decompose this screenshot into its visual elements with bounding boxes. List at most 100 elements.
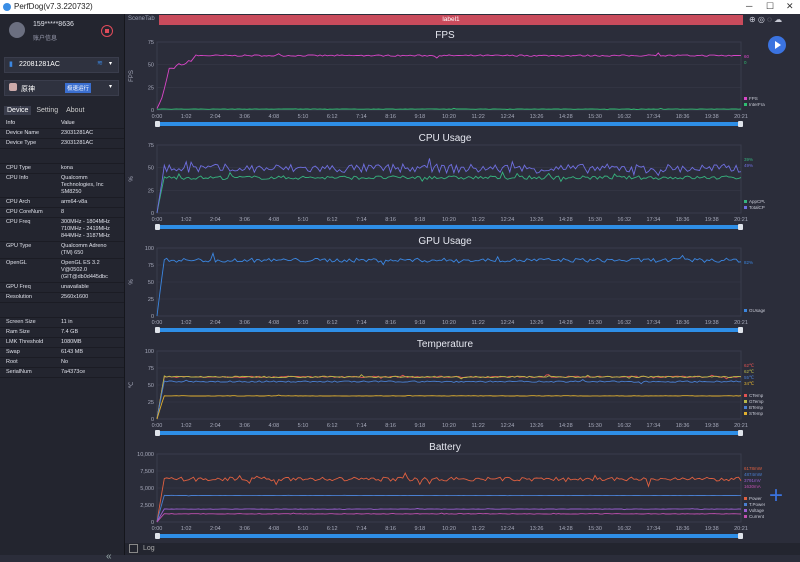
info-value: arm64-v8a xyxy=(61,199,88,205)
avatar[interactable] xyxy=(9,22,25,38)
info-value: Qualcomm Adreno (TM) 650 xyxy=(61,243,107,256)
info-key: CPU Arch xyxy=(6,199,31,205)
x-tick-label: 3:06 xyxy=(239,423,250,429)
x-tick-label: 5:10 xyxy=(298,217,309,223)
collapse-icon[interactable]: « xyxy=(106,551,112,562)
scene-label: SceneTab xyxy=(128,16,155,22)
x-tick-label: 10:20 xyxy=(442,423,456,429)
tab-about[interactable]: About xyxy=(66,107,85,114)
series-line xyxy=(156,494,742,523)
legend-swatch xyxy=(744,309,747,312)
plot-frame xyxy=(156,41,742,111)
x-tick-label: 3:06 xyxy=(239,320,250,326)
info-value: OpenGL ES 3.2 V@0502.0 (GIT@db0d445dbc xyxy=(61,260,108,280)
legend-label: BTemp xyxy=(749,405,764,410)
current-value: 4874mW xyxy=(744,472,763,477)
x-tick-label: 4:08 xyxy=(268,114,279,120)
x-tick-label: 1:02 xyxy=(181,114,192,120)
legend-swatch xyxy=(744,206,747,209)
y-tick-label: 0 xyxy=(151,211,154,217)
info-value: 23031281AC xyxy=(61,140,94,146)
plus-icon[interactable]: + xyxy=(769,482,784,509)
legend-label: GTemp xyxy=(749,399,764,404)
x-tick-label: 1:02 xyxy=(181,320,192,326)
info-value: 300MHz - 1804MHz 710MHz - 2419MHz 844MHz… xyxy=(61,219,110,239)
time-scrollbar xyxy=(157,534,741,538)
log-label[interactable]: Log xyxy=(143,545,155,552)
device-select[interactable]: ▮ 22081281AC ≋ ▾ xyxy=(4,57,119,73)
main-area: SceneTab label1 ⊕ ◎ ◌ ☁ FPS 75 50 25 0 FPS 0:0… xyxy=(125,14,800,555)
current-value: 60 xyxy=(744,54,750,59)
info-key: Resolution xyxy=(6,294,32,300)
info-key: SerialNum xyxy=(6,369,32,375)
chart-title: Battery xyxy=(429,442,461,453)
info-row: CPU Freq 300MHz - 1804MHz 710MHz - 2419MH… xyxy=(0,218,124,242)
legend-label: FPS xyxy=(749,96,758,101)
toolbar-icons[interactable]: ⊕ ◎ ◌ ☁ xyxy=(749,15,783,24)
info-row: Ram Size 7.4 GB xyxy=(0,328,124,338)
legend-swatch xyxy=(744,394,747,397)
legend-swatch xyxy=(744,400,747,403)
scene-tab-label1[interactable]: label1 xyxy=(159,15,743,25)
legend-swatch xyxy=(744,515,747,518)
account-info[interactable]: 账户信息 xyxy=(33,36,58,42)
x-tick-label: 2:04 xyxy=(210,217,221,223)
x-tick-label: 7:14 xyxy=(356,114,367,120)
close-icon[interactable]: ✕ xyxy=(786,1,794,11)
minimize-icon[interactable]: ─ xyxy=(746,1,753,11)
x-tick-label: 12:24 xyxy=(501,217,515,223)
x-tick-label: 0:00 xyxy=(152,526,163,532)
x-tick-label: 3:06 xyxy=(239,114,250,120)
x-tick-label: 12:24 xyxy=(501,423,515,429)
x-tick-label: 10:20 xyxy=(442,217,456,223)
app-select[interactable]: 原神 极速运行 ▾ xyxy=(4,80,119,96)
x-tick-label: 19:38 xyxy=(705,526,719,532)
info-key: CPU CoreNum xyxy=(6,209,43,215)
x-tick-label: 2:04 xyxy=(210,423,221,429)
x-tick-label: 19:38 xyxy=(705,217,719,223)
series-line xyxy=(156,251,742,317)
x-tick-label: 6:12 xyxy=(327,217,338,223)
x-tick-label: 7:14 xyxy=(356,526,367,532)
title-bar: PerfDog(v7.3.220732) ─ ☐ ✕ xyxy=(0,0,800,14)
x-tick-label: 5:10 xyxy=(298,423,309,429)
maximize-icon[interactable]: ☐ xyxy=(766,1,775,11)
x-tick-label: 13:26 xyxy=(530,423,544,429)
x-tick-label: 19:38 xyxy=(705,423,719,429)
tab-setting[interactable]: Setting xyxy=(36,107,59,114)
info-header-key: Info xyxy=(6,120,16,126)
x-tick-label: 7:14 xyxy=(356,217,367,223)
legend-label: Voltage xyxy=(749,508,765,513)
y-tick-label: 5,000 xyxy=(140,486,154,492)
play-icon[interactable] xyxy=(768,36,786,54)
x-tick-label: 20:21 xyxy=(734,114,748,120)
x-tick-label: 19:38 xyxy=(705,114,719,120)
y-tick-label: 7,500 xyxy=(140,469,154,475)
x-tick-label: 2:04 xyxy=(210,526,221,532)
current-value: 62℃ xyxy=(744,369,755,374)
info-value: 2560x1600 xyxy=(61,294,89,300)
x-tick-label: 14:28 xyxy=(559,526,573,532)
x-tick-label: 16:32 xyxy=(617,423,631,429)
log-toggle-icon[interactable] xyxy=(129,544,138,553)
record-button[interactable] xyxy=(101,25,113,37)
x-tick-label: 3:06 xyxy=(239,217,250,223)
y-tick-label: 75 xyxy=(148,263,154,269)
legend-swatch xyxy=(744,200,747,203)
info-value: 7a4373ce xyxy=(61,369,86,375)
info-value: 1080MB xyxy=(61,339,82,345)
x-tick-label: 2:04 xyxy=(210,320,221,326)
info-gap xyxy=(0,149,124,164)
legend-label: AppCPU xyxy=(749,199,765,204)
app-badge: 极速运行 xyxy=(65,83,92,93)
scroll-handle-left xyxy=(155,121,160,127)
series-line xyxy=(156,374,742,420)
x-tick-label: 6:12 xyxy=(327,423,338,429)
tab-device[interactable]: Device xyxy=(4,106,32,115)
app-icon xyxy=(9,83,17,91)
y-tick-label: 75 xyxy=(148,143,154,149)
x-tick-label: 3:06 xyxy=(239,526,250,532)
x-tick-label: 11:22 xyxy=(472,114,485,120)
current-value: 82% xyxy=(744,260,753,265)
info-key: CPU Type xyxy=(6,165,31,171)
